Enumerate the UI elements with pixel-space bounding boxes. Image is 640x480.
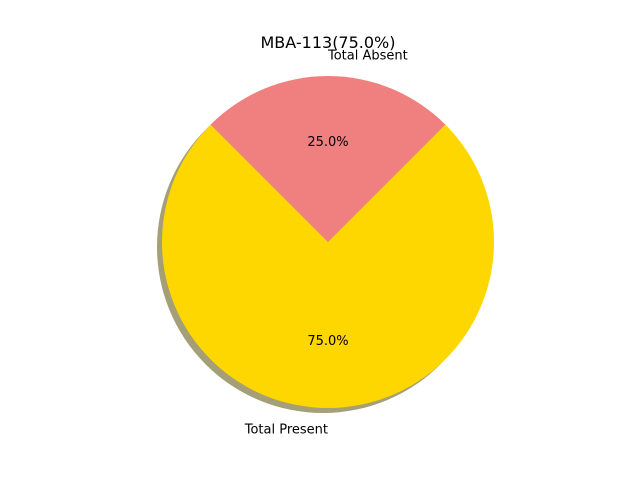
slice-percent-total-absent: 25.0%: [307, 135, 348, 150]
pie-slice-total-present: [162, 124, 495, 409]
chart-title: MBA-113(75.0%): [261, 33, 396, 52]
slice-label-total-present: Total Present: [244, 422, 328, 437]
pie-label-layer: Total Present 75.0% Total Absent 25.0%: [244, 48, 408, 437]
pie-slice-layer: [162, 76, 495, 409]
pie-slice-total-absent: [210, 76, 446, 242]
slice-percent-total-present: 75.0%: [307, 334, 348, 349]
slice-label-total-absent: Total Absent: [327, 48, 408, 63]
